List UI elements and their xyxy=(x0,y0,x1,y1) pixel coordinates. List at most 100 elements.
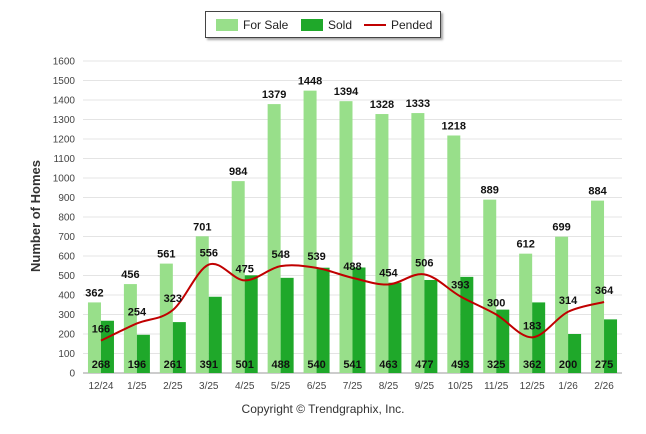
y-tick-label: 800 xyxy=(58,213,75,224)
for-sale-value-label: 456 xyxy=(121,269,139,281)
pended-value-label: 314 xyxy=(559,295,578,307)
sold-bar[interactable] xyxy=(424,279,438,373)
sold-bar[interactable] xyxy=(352,267,366,373)
sold-value-label: 477 xyxy=(415,359,433,371)
y-tick-label: 1200 xyxy=(53,135,76,146)
x-tick-label: 5/25 xyxy=(271,381,291,392)
for-sale-value-label: 889 xyxy=(481,185,499,197)
for-sale-bar[interactable] xyxy=(483,199,497,373)
for-sale-bar[interactable] xyxy=(195,236,209,373)
sold-bar[interactable] xyxy=(172,322,186,373)
x-axis-ticks: 12/24 1/25 2/25 3/25 4/25 5/25 6/25 7/25 8/25 9/2… xyxy=(88,381,614,392)
pended-value-label: 254 xyxy=(128,306,147,318)
for-sale-value-label: 362 xyxy=(85,287,103,299)
for-sale-value-label: 1448 xyxy=(298,76,322,88)
legend-label-for-sale: For Sale xyxy=(243,17,289,32)
legend-item-pended[interactable]: Pended xyxy=(364,12,432,37)
for-sale-value-label: 1394 xyxy=(334,86,359,98)
y-tick-label: 1000 xyxy=(53,174,76,185)
legend-item-sold[interactable]: Sold xyxy=(301,12,352,37)
legend-label-sold: Sold xyxy=(328,17,353,32)
for-sale-bar[interactable] xyxy=(447,135,461,373)
x-tick-label: 12/24 xyxy=(88,381,113,392)
x-tick-label: 2/25 xyxy=(163,381,183,392)
sold-value-label: 196 xyxy=(128,359,146,371)
x-tick-label: 3/25 xyxy=(199,381,219,392)
pended-series-line[interactable] xyxy=(100,262,605,342)
for-sale-value-label: 612 xyxy=(516,239,534,251)
pended-value-label: 506 xyxy=(415,257,433,269)
sold-bar[interactable] xyxy=(496,309,510,373)
for-sale-value-label: 1379 xyxy=(262,89,286,101)
x-tick-label: 1/26 xyxy=(558,381,578,392)
sold-value-label: 488 xyxy=(271,359,289,371)
for-sale-value-label: 1218 xyxy=(442,120,466,132)
for-sale-bar[interactable] xyxy=(555,236,569,373)
for-sale-value-label: 699 xyxy=(552,222,570,234)
sold-bar[interactable] xyxy=(604,319,618,373)
y-tick-label: 1400 xyxy=(53,96,76,107)
y-tick-label: 1600 xyxy=(53,57,76,68)
pended-value-label: 166 xyxy=(92,324,110,336)
y-tick-label: 1300 xyxy=(53,115,76,126)
y-tick-label: 1500 xyxy=(53,76,76,87)
x-tick-label: 1/25 xyxy=(127,381,147,392)
pended-value-label: 548 xyxy=(271,249,289,261)
for-sale-bar[interactable] xyxy=(591,200,605,373)
sold-bar[interactable] xyxy=(280,277,294,373)
sold-value-label: 362 xyxy=(523,359,541,371)
sold-value-label: 275 xyxy=(595,359,613,371)
for-sale-bar[interactable] xyxy=(339,101,353,374)
for-sale-bar[interactable] xyxy=(231,181,245,373)
legend-label-pended: Pended xyxy=(391,17,433,32)
for-sale-bar[interactable] xyxy=(519,253,533,373)
for-sale-bar[interactable] xyxy=(375,114,389,373)
sold-value-label: 541 xyxy=(343,359,361,371)
for-sale-value-label: 1328 xyxy=(370,99,394,111)
sold-value-label: 391 xyxy=(200,359,218,371)
y-tick-label: 300 xyxy=(58,310,75,321)
pended-swatch xyxy=(364,23,386,26)
sold-bar[interactable] xyxy=(244,275,258,373)
x-tick-label: 11/25 xyxy=(484,381,509,392)
sold-bar[interactable] xyxy=(532,302,546,373)
y-axis-label: Number of Homes xyxy=(28,160,43,272)
for-sale-bar[interactable] xyxy=(267,104,281,373)
for-sale-bar[interactable] xyxy=(303,90,317,373)
pended-value-label: 364 xyxy=(595,285,614,297)
for-sale-value-label: 884 xyxy=(588,186,607,198)
y-tick-label: 100 xyxy=(58,349,75,360)
for-sale-bar[interactable] xyxy=(123,284,137,373)
sold-bar[interactable] xyxy=(316,267,330,373)
sold-value-label: 261 xyxy=(164,359,182,371)
bars xyxy=(87,90,618,374)
for-sale-bar[interactable] xyxy=(87,302,101,373)
sold-bar[interactable] xyxy=(208,296,222,373)
data-labels: 362 268 166 456 196 254 561 261 323 701 391 556 984 5… xyxy=(85,76,614,371)
y-axis-ticks: 0 100 200 300 400 500 600 700 800 900 1000 1100 1200… xyxy=(53,57,76,380)
y-tick-label: 0 xyxy=(69,369,75,380)
sold-value-label: 501 xyxy=(236,359,254,371)
for-sale-swatch xyxy=(216,18,238,31)
for-sale-bar[interactable] xyxy=(411,113,425,373)
for-sale-value-label: 701 xyxy=(193,221,211,233)
sold-bar[interactable] xyxy=(568,334,582,373)
for-sale-value-label: 984 xyxy=(229,166,248,178)
x-tick-label: 2/26 xyxy=(594,381,614,392)
pended-value-label: 183 xyxy=(523,320,541,332)
y-tick-label: 700 xyxy=(58,232,75,243)
sold-value-label: 325 xyxy=(487,359,505,371)
pended-value-label: 475 xyxy=(236,263,254,275)
for-sale-bar[interactable] xyxy=(159,263,173,373)
sold-value-label: 268 xyxy=(92,359,110,371)
y-tick-label: 500 xyxy=(58,271,75,282)
legend-item-for-sale[interactable]: For Sale xyxy=(216,12,288,37)
sold-swatch xyxy=(301,18,323,31)
sold-bar[interactable] xyxy=(388,282,402,373)
y-tick-label: 1100 xyxy=(53,154,75,165)
sold-bar[interactable] xyxy=(100,320,114,373)
y-tick-label: 600 xyxy=(58,252,75,263)
pended-value-label: 300 xyxy=(487,298,505,310)
sold-bar[interactable] xyxy=(136,334,150,373)
